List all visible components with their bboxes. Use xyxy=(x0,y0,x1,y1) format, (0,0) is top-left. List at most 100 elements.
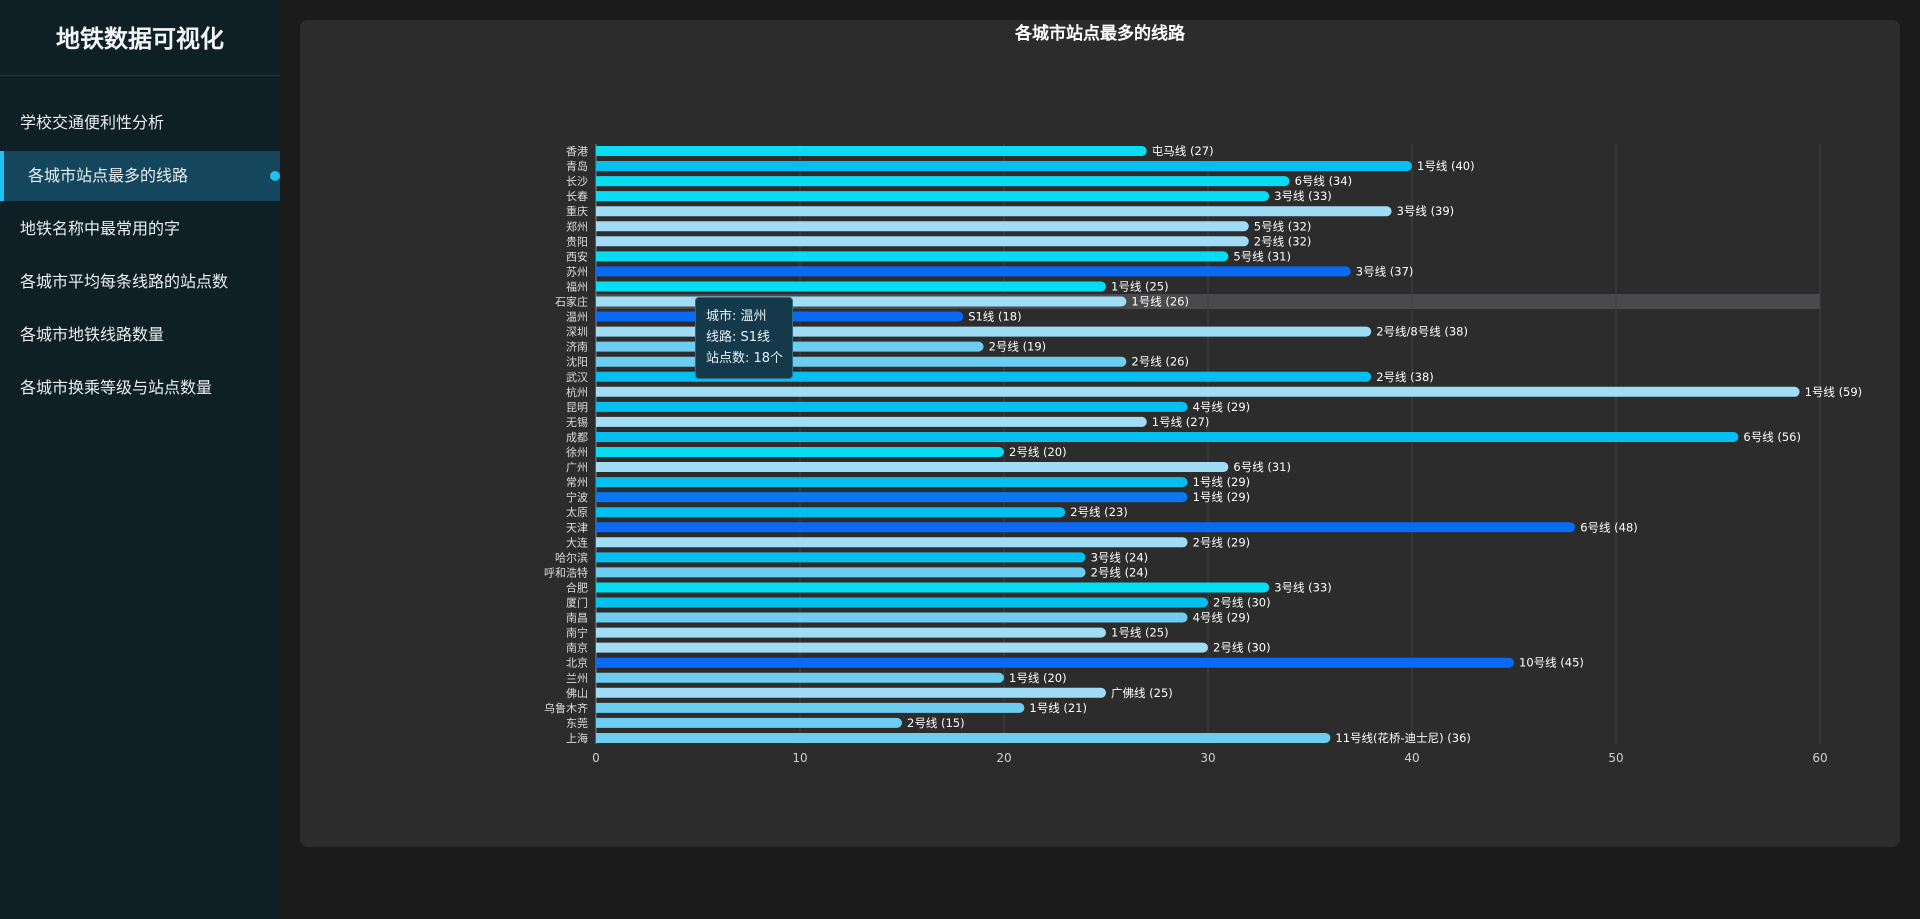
data-label: 10号线 (45) xyxy=(1519,656,1584,670)
app-title: 地铁数据可视化 xyxy=(0,0,280,76)
data-label: 1号线 (26) xyxy=(1131,295,1189,309)
bar[interactable] xyxy=(596,221,1249,232)
nav-item-school-transit[interactable]: 学校交通便利性分析 xyxy=(0,98,280,148)
y-tick-label: 无锡 xyxy=(566,415,588,429)
x-tick-label: 30 xyxy=(1200,751,1215,765)
x-tick-label: 20 xyxy=(996,751,1011,765)
bar[interactable] xyxy=(596,477,1188,488)
data-label: 4号线 (29) xyxy=(1193,611,1251,625)
nav-item-label: 各城市地铁线路数量 xyxy=(20,325,165,344)
bar[interactable] xyxy=(596,281,1106,292)
bar[interactable] xyxy=(596,462,1229,473)
nav-item-label: 学校交通便利性分析 xyxy=(20,113,165,132)
y-tick-label: 上海 xyxy=(566,731,588,745)
y-tick-label: 南昌 xyxy=(566,612,588,625)
nav-item-transfer-levels[interactable]: 各城市换乘等级与站点数量 xyxy=(0,363,280,413)
bar[interactable] xyxy=(596,732,1331,743)
y-tick-label: 太原 xyxy=(566,506,588,519)
y-tick-label: 苏州 xyxy=(566,265,588,278)
data-label: 1号线 (29) xyxy=(1193,490,1251,504)
tooltip-route: 线路: S1线 xyxy=(706,330,771,345)
y-tick-label: 深圳 xyxy=(566,326,588,339)
x-tick-label: 40 xyxy=(1404,751,1419,765)
bar[interactable] xyxy=(596,522,1576,533)
bar[interactable] xyxy=(596,236,1249,247)
data-label: 2号线/8号线 (38) xyxy=(1376,325,1468,339)
y-tick-label: 香港 xyxy=(566,145,588,158)
chart-tooltip: 城市: 温州 线路: S1线 站点数: 18个 xyxy=(695,297,793,379)
data-label: 3号线 (33) xyxy=(1274,580,1332,594)
y-tick-label: 宁波 xyxy=(566,490,588,504)
nav-item-label: 各城市换乘等级与站点数量 xyxy=(20,378,213,397)
y-tick-label: 乌鲁木齐 xyxy=(544,701,588,715)
bar[interactable] xyxy=(596,537,1188,548)
bar[interactable] xyxy=(596,627,1106,638)
bar[interactable] xyxy=(596,597,1208,608)
data-label: 1号线 (40) xyxy=(1417,159,1475,173)
data-label: 2号线 (38) xyxy=(1376,370,1434,384)
bar[interactable] xyxy=(596,191,1270,202)
y-tick-label: 厦门 xyxy=(566,596,588,610)
bar[interactable] xyxy=(596,717,902,728)
bar[interactable] xyxy=(596,386,1800,397)
y-tick-label: 石家庄 xyxy=(555,295,588,309)
bar[interactable] xyxy=(596,401,1188,412)
bar[interactable] xyxy=(596,642,1208,653)
bar[interactable] xyxy=(596,356,1127,367)
nav-item-most-stations-line[interactable]: 各城市站点最多的线路 xyxy=(0,151,280,201)
bar[interactable] xyxy=(596,492,1188,503)
nav-item-avg-stations[interactable]: 各城市平均每条线路的站点数 xyxy=(0,257,280,307)
bar[interactable] xyxy=(596,206,1392,217)
data-label: 2号线 (30) xyxy=(1213,596,1271,610)
y-tick-label: 南京 xyxy=(566,641,588,655)
data-label: 2号线 (26) xyxy=(1131,355,1189,369)
y-tick-label: 合肥 xyxy=(566,580,588,594)
chart-title: 各城市站点最多的线路 xyxy=(1014,23,1186,44)
y-tick-label: 北京 xyxy=(566,656,588,670)
y-tick-label: 广州 xyxy=(566,461,588,474)
bar[interactable] xyxy=(596,296,1127,307)
data-label: 5号线 (32) xyxy=(1254,219,1312,233)
sidebar: 地铁数据可视化 学校交通便利性分析 各城市站点最多的线路 地铁名称中最常用的字 … xyxy=(0,0,280,919)
bar[interactable] xyxy=(596,447,1004,457)
y-tick-label: 大连 xyxy=(566,535,588,549)
y-tick-label: 徐州 xyxy=(566,445,588,459)
data-label: 1号线 (20) xyxy=(1009,671,1067,685)
y-tick-label: 福州 xyxy=(566,279,588,293)
data-label: S1线 (18) xyxy=(968,310,1021,324)
data-label: 1号线 (25) xyxy=(1111,279,1169,293)
y-tick-label: 天津 xyxy=(566,521,588,534)
bar[interactable] xyxy=(596,176,1290,187)
y-tick-label: 重庆 xyxy=(566,204,588,218)
y-tick-label: 沈阳 xyxy=(566,355,588,369)
data-label: 1号线 (29) xyxy=(1193,475,1251,489)
data-label: 1号线 (21) xyxy=(1029,701,1087,715)
x-tick-label: 60 xyxy=(1812,751,1827,765)
bar[interactable] xyxy=(596,582,1270,593)
bar[interactable] xyxy=(596,416,1147,427)
bar[interactable] xyxy=(596,657,1514,668)
bar[interactable] xyxy=(596,146,1147,156)
y-tick-label: 温州 xyxy=(566,311,588,324)
bar[interactable] xyxy=(596,251,1229,262)
y-tick-label: 成都 xyxy=(566,431,588,444)
bar[interactable] xyxy=(596,507,1066,518)
tooltip-count: 站点数: 18个 xyxy=(706,351,784,366)
bar[interactable] xyxy=(596,161,1412,172)
y-tick-label: 西安 xyxy=(566,249,588,263)
bar[interactable] xyxy=(596,567,1086,578)
nav-item-line-count[interactable]: 各城市地铁线路数量 xyxy=(0,310,280,360)
nav-item-label: 地铁名称中最常用的字 xyxy=(20,219,181,238)
bar[interactable] xyxy=(596,552,1086,563)
nav-item-common-chars[interactable]: 地铁名称中最常用的字 xyxy=(0,204,280,254)
bar[interactable] xyxy=(596,687,1106,698)
bar[interactable] xyxy=(596,702,1025,713)
bar[interactable] xyxy=(596,266,1351,277)
y-tick-label: 武汉 xyxy=(566,371,588,384)
bar[interactable] xyxy=(596,612,1188,623)
data-label: 2号线 (20) xyxy=(1009,445,1067,459)
y-tick-label: 青岛 xyxy=(566,159,588,173)
bar[interactable] xyxy=(596,431,1739,442)
bar[interactable] xyxy=(596,672,1004,683)
data-label: 6号线 (48) xyxy=(1580,520,1638,534)
